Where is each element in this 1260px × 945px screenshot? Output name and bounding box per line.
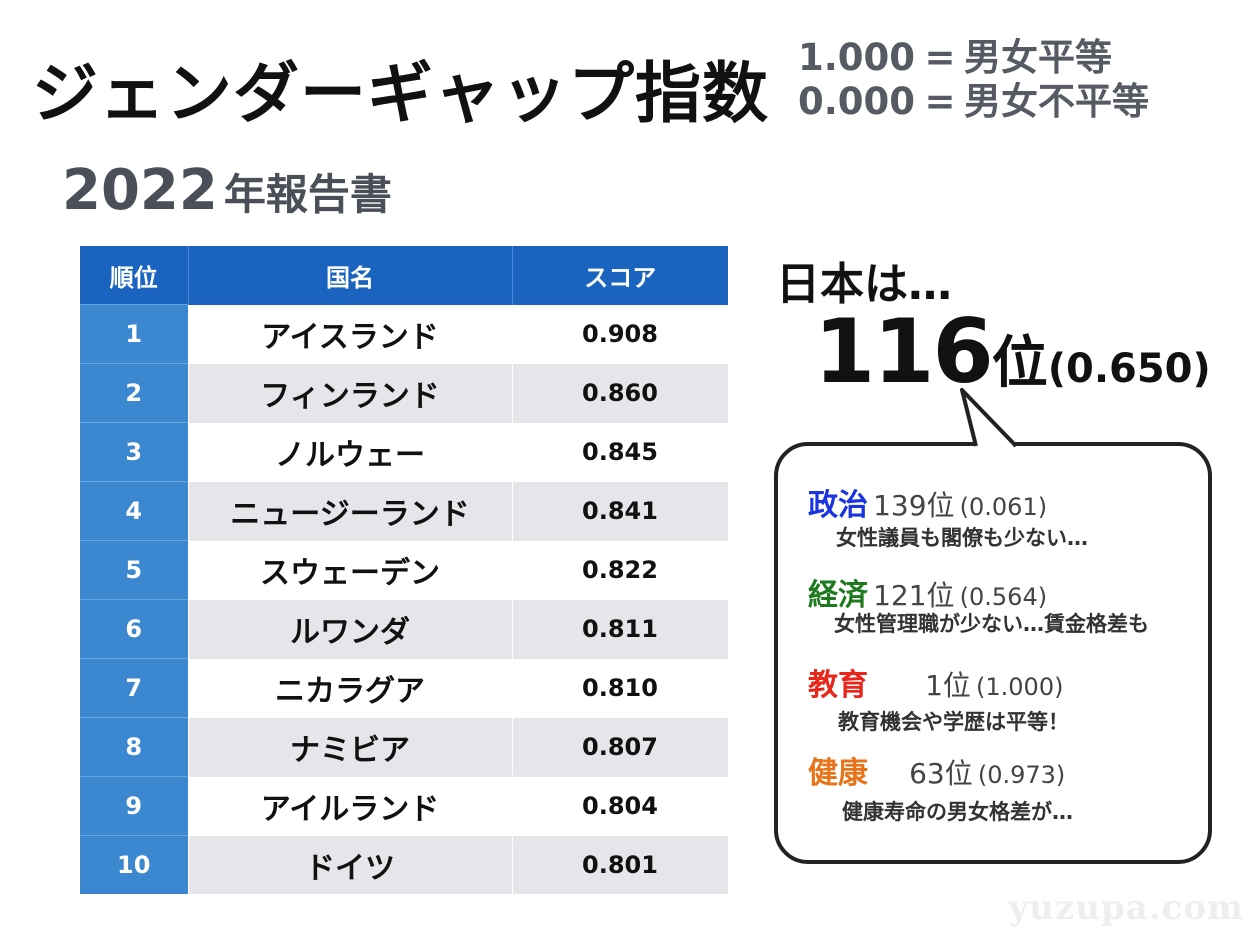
table-row: 10 ドイツ 0.801 (80, 835, 729, 894)
score-cell: 0.801 (512, 835, 729, 894)
category-score: (0.061) (959, 493, 1048, 521)
country-cell: ニカラグア (188, 658, 513, 718)
score-cell: 0.811 (512, 599, 729, 659)
speech-bubble-tail (960, 388, 1018, 448)
score-cell: 0.908 (512, 304, 729, 364)
legend-equals: = (924, 36, 956, 79)
category-description: 教育機会や学歴は平等！ (838, 710, 1069, 734)
score-cell: 0.841 (512, 481, 729, 541)
country-cell: スウェーデン (188, 540, 513, 600)
legend-row-unequal: 0.000 = 男女不平等 (798, 80, 1149, 124)
table-row: 5 スウェーデン 0.822 (80, 540, 729, 600)
score-cell: 0.845 (512, 422, 729, 482)
japan-rank-number: 116 (814, 300, 994, 403)
country-cell: ナミビア (188, 717, 513, 777)
table-row: 9 アイルランド 0.804 (80, 776, 729, 836)
score-cell: 0.822 (512, 540, 729, 600)
category-name: 健康 (808, 756, 868, 791)
country-cell: ニュージーランド (188, 481, 513, 541)
category-name: 経済 (808, 578, 868, 613)
legend-meaning: 男女平等 (964, 36, 1112, 79)
table-header-row: 順位 国名 スコア (80, 246, 728, 305)
table-row: 6 ルワンダ 0.811 (80, 599, 729, 659)
category-description: 健康寿命の男女格差が… (842, 800, 1073, 824)
category-score: (0.973) (977, 761, 1066, 789)
category-rank: 1位 (925, 669, 971, 702)
japan-rank-unit: 位 (991, 331, 1048, 396)
score-cell: 0.860 (512, 363, 729, 423)
rank-cell: 4 (80, 481, 189, 541)
speech-bubble (774, 442, 1212, 864)
category-name: 教育 (808, 668, 868, 703)
table-row: 1 アイスランド 0.908 (80, 304, 729, 364)
report-label: 年報告書 (223, 170, 392, 219)
japan-score: (0.650) (1047, 346, 1211, 392)
country-cell: アイスランド (188, 304, 513, 364)
legend-equals: = (924, 80, 956, 123)
score-cell: 0.804 (512, 776, 729, 836)
japan-label: 日本は… (776, 259, 952, 310)
country-cell: ルワンダ (188, 599, 513, 659)
rank-cell: 7 (80, 658, 189, 718)
category-description: 女性管理職が少ない…賃金格差も (834, 612, 1149, 636)
rank-cell: 1 (80, 304, 189, 364)
score-cell: 0.807 (512, 717, 729, 777)
score-cell: 0.810 (512, 658, 729, 718)
table-row: 4 ニュージーランド 0.841 (80, 481, 729, 541)
table-row: 3 ノルウェー 0.845 (80, 422, 729, 482)
rank-cell: 10 (80, 835, 189, 894)
table-row: 2 フィンランド 0.860 (80, 363, 729, 423)
legend-value: 1.000 (798, 36, 916, 79)
column-header-score: スコア (512, 246, 728, 305)
category-score: (0.564) (959, 583, 1048, 611)
legend-value: 0.000 (798, 80, 916, 123)
rank-cell: 5 (80, 540, 189, 600)
legend-meaning: 男女不平等 (964, 80, 1149, 123)
report-year: 2022 (62, 158, 218, 223)
legend-row-equal: 1.000 = 男女平等 (798, 36, 1149, 80)
ranking-table: 順位 国名 スコア 1 アイスランド 0.908 2 フィンランド 0.860 3 ノルウ… (80, 246, 729, 894)
report-subtitle: 2022 年報告書 (62, 158, 392, 223)
column-header-rank: 順位 (80, 246, 189, 305)
category-education: 教育 1位 (1.000) (808, 660, 1063, 704)
watermark: yuzupa.com (1008, 888, 1244, 928)
category-economy: 経済 121位 (0.564) (808, 570, 1047, 614)
rank-cell: 2 (80, 363, 189, 423)
category-rank: 63位 (909, 757, 973, 790)
category-description: 女性議員も閣僚も少ない… (836, 526, 1088, 550)
rank-cell: 3 (80, 422, 189, 482)
category-name: 政治 (808, 488, 868, 523)
country-cell: アイルランド (188, 776, 513, 836)
table-row: 8 ナミビア 0.807 (80, 717, 729, 777)
rank-cell: 8 (80, 717, 189, 777)
category-rank: 121位 (873, 579, 955, 612)
score-legend: 1.000 = 男女平等 0.000 = 男女不平等 (798, 36, 1149, 124)
page-title: ジェンダーギャップ指数 (32, 55, 769, 132)
table-row: 7 ニカラグア 0.810 (80, 658, 729, 718)
country-cell: ドイツ (188, 835, 513, 894)
japan-rank: 116位(0.650) (814, 300, 1211, 403)
column-header-country: 国名 (188, 246, 513, 305)
category-politics: 政治 139位 (0.061) (808, 480, 1047, 524)
rank-cell: 9 (80, 776, 189, 836)
country-cell: フィンランド (188, 363, 513, 423)
country-cell: ノルウェー (188, 422, 513, 482)
category-health: 健康 63位 (0.973) (808, 748, 1065, 792)
category-rank: 139位 (873, 489, 955, 522)
category-score: (1.000) (976, 673, 1064, 701)
rank-cell: 6 (80, 599, 189, 659)
